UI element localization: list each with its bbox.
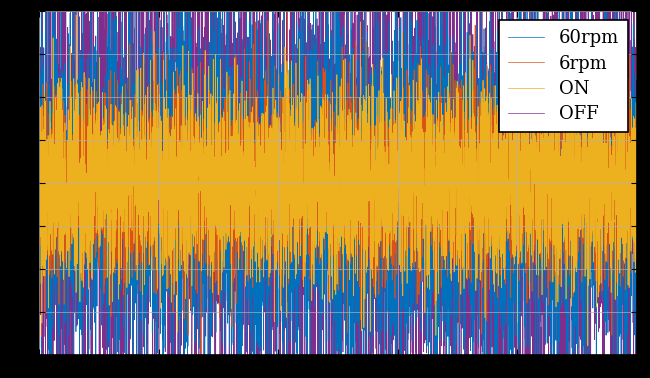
60rpm bbox=[35, 62, 43, 67]
60rpm bbox=[482, 260, 489, 265]
ON bbox=[394, 149, 402, 154]
6rpm bbox=[527, 162, 535, 167]
ON bbox=[424, 151, 432, 155]
6rpm bbox=[35, 138, 43, 143]
6rpm bbox=[424, 72, 432, 77]
6rpm bbox=[144, 239, 151, 244]
6rpm bbox=[633, 172, 641, 177]
ON bbox=[264, 130, 272, 135]
Line: 60rpm: 60rpm bbox=[39, 0, 637, 378]
6rpm bbox=[197, 364, 205, 369]
Line: ON: ON bbox=[39, 15, 637, 345]
6rpm bbox=[264, 225, 272, 230]
60rpm bbox=[144, 150, 151, 155]
Line: OFF: OFF bbox=[39, 0, 637, 378]
ON bbox=[144, 184, 151, 188]
OFF bbox=[527, 262, 535, 266]
Line: 6rpm: 6rpm bbox=[39, 0, 637, 367]
OFF bbox=[35, 259, 43, 264]
ON bbox=[35, 242, 43, 246]
60rpm bbox=[264, 217, 272, 222]
6rpm bbox=[394, 180, 402, 184]
ON bbox=[584, 343, 592, 348]
OFF bbox=[264, 250, 272, 255]
60rpm bbox=[424, 344, 432, 348]
OFF bbox=[424, 38, 432, 43]
60rpm bbox=[527, 55, 535, 59]
60rpm bbox=[394, 59, 402, 64]
OFF bbox=[633, 200, 641, 205]
6rpm bbox=[482, 259, 489, 263]
ON bbox=[482, 201, 489, 206]
60rpm bbox=[633, 118, 641, 123]
ON bbox=[72, 13, 80, 17]
OFF bbox=[482, 26, 489, 30]
OFF bbox=[144, 299, 151, 304]
OFF bbox=[394, 296, 402, 300]
ON bbox=[527, 166, 535, 170]
ON bbox=[633, 153, 641, 158]
Legend: 60rpm, 6rpm, ON, OFF: 60rpm, 6rpm, ON, OFF bbox=[499, 20, 628, 132]
